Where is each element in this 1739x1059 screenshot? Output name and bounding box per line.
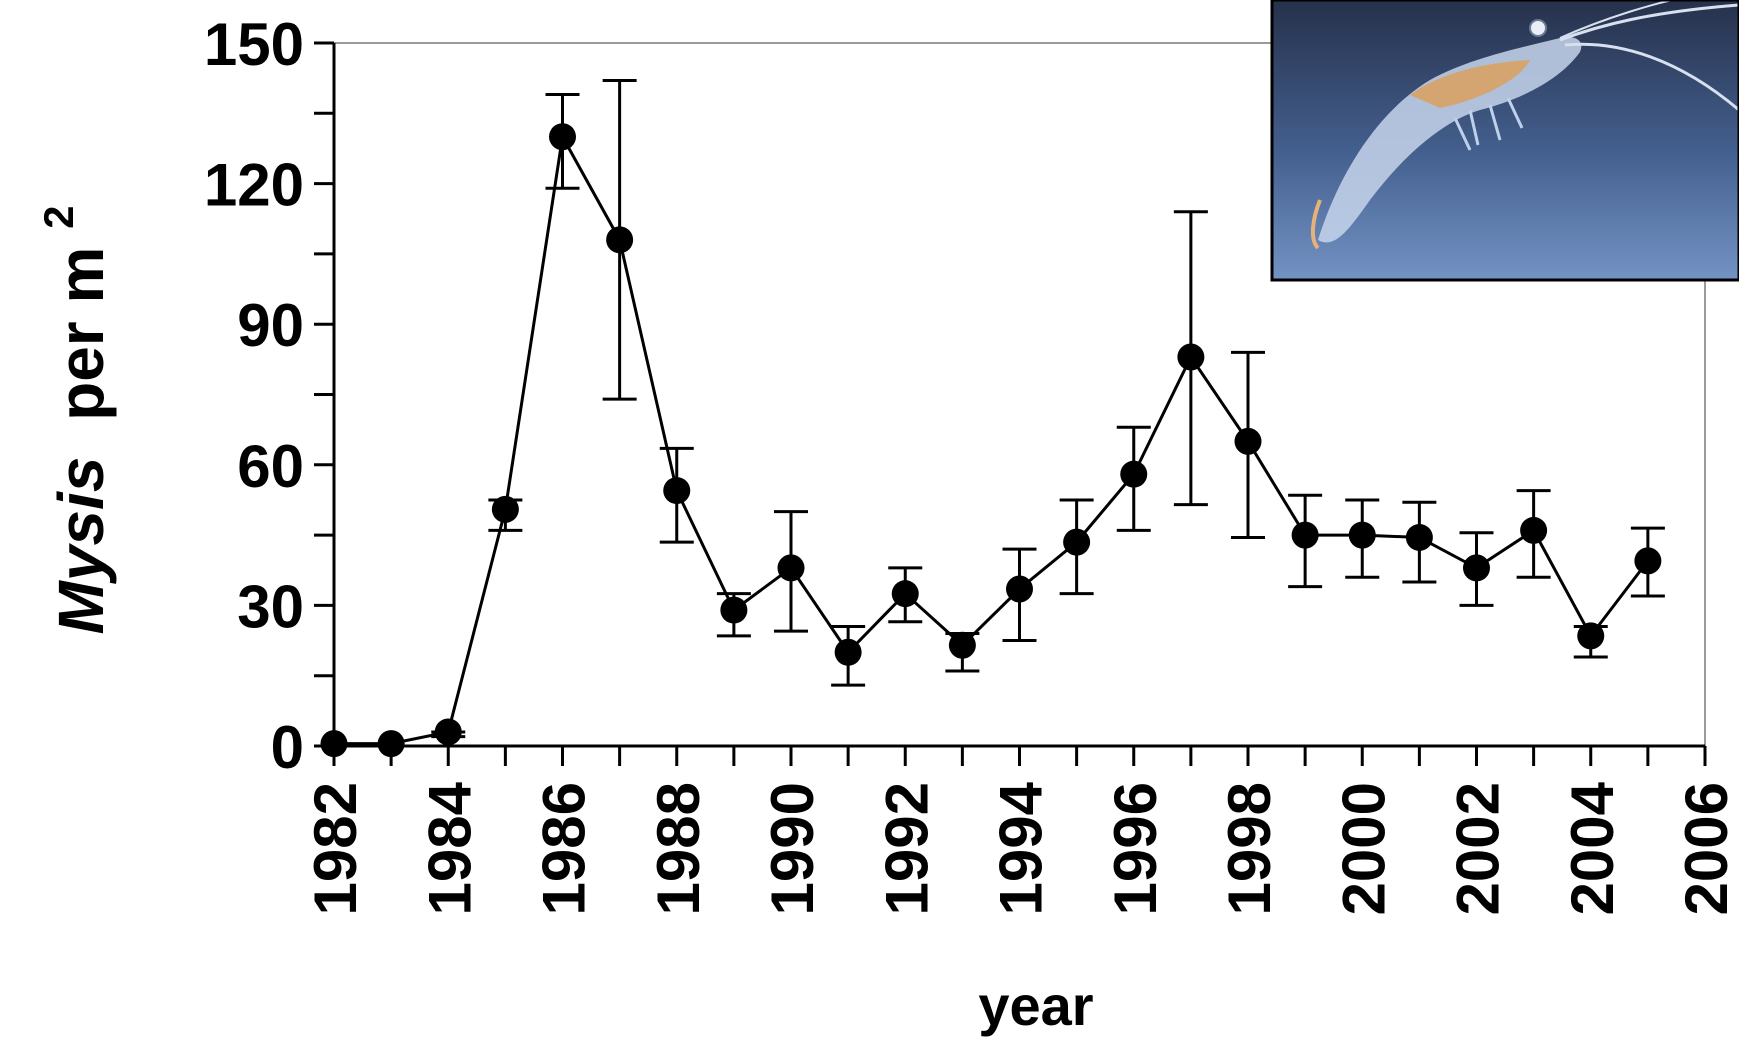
y-tick-label: 150 xyxy=(204,11,304,78)
inset-photo-border xyxy=(1270,0,1739,282)
data-point xyxy=(1577,622,1605,650)
x-tick-label: 1988 xyxy=(645,782,712,915)
x-tick-label: 1998 xyxy=(1216,782,1283,915)
y-tick-label: 0 xyxy=(271,714,304,781)
data-point xyxy=(891,580,919,608)
data-point xyxy=(320,730,348,758)
y-axis-title: Mysis per m 2 xyxy=(35,205,117,634)
inset-photo-background xyxy=(1272,0,1739,280)
x-tick-label: 2002 xyxy=(1445,782,1512,915)
data-point xyxy=(1291,521,1319,549)
data-point xyxy=(720,596,748,624)
x-tick-label: 2006 xyxy=(1673,782,1739,915)
y-axis-title-superscript: 2 xyxy=(35,205,82,228)
data-point xyxy=(1234,427,1262,455)
data-point xyxy=(434,718,462,746)
data-point xyxy=(777,554,805,582)
data-point xyxy=(948,631,976,659)
data-point xyxy=(1634,547,1662,575)
data-point xyxy=(491,495,519,523)
y-tick-label: 30 xyxy=(237,573,304,640)
data-point xyxy=(549,123,576,151)
y-tick-label: 90 xyxy=(237,292,304,359)
x-tick-label: 1986 xyxy=(531,782,598,915)
data-point xyxy=(377,730,405,758)
data-point xyxy=(1463,554,1490,582)
data-point xyxy=(1348,521,1376,549)
data-point xyxy=(1520,516,1548,544)
x-tick-label: 1990 xyxy=(759,782,826,915)
series-layer xyxy=(320,78,1665,758)
x-tick-label: 2000 xyxy=(1330,782,1397,915)
data-point xyxy=(1120,460,1148,488)
data-point xyxy=(1177,343,1205,371)
x-axis-title: year xyxy=(978,974,1093,1037)
inset-photo xyxy=(1270,0,1739,282)
x-axis: 1982 1984 1986 1988 1990 1992 1994 1996 1998 2000… xyxy=(302,744,1739,915)
mysis-shrimp-illustration xyxy=(1311,0,1739,250)
x-tick-label: 1982 xyxy=(302,782,369,915)
data-point xyxy=(834,638,862,666)
y-tick-label: 120 xyxy=(204,152,304,219)
y-tick-label: 60 xyxy=(237,433,304,500)
x-tick-label: 1996 xyxy=(1102,782,1169,915)
x-tick-label: 1992 xyxy=(873,782,940,915)
y-axis-title-italic: Mysis xyxy=(45,457,117,635)
data-point xyxy=(1405,523,1433,551)
data-point xyxy=(1063,528,1091,556)
data-point xyxy=(663,477,691,505)
data-point xyxy=(1006,575,1033,603)
x-tick-label: 2004 xyxy=(1559,781,1626,915)
y-axis-title-normal: per m xyxy=(45,247,117,421)
x-tick-label: 1994 xyxy=(988,781,1055,915)
data-point xyxy=(606,226,634,254)
x-tick-label: 1984 xyxy=(416,781,483,915)
y-axis: 0 30 60 90 120 150 xyxy=(204,11,336,781)
